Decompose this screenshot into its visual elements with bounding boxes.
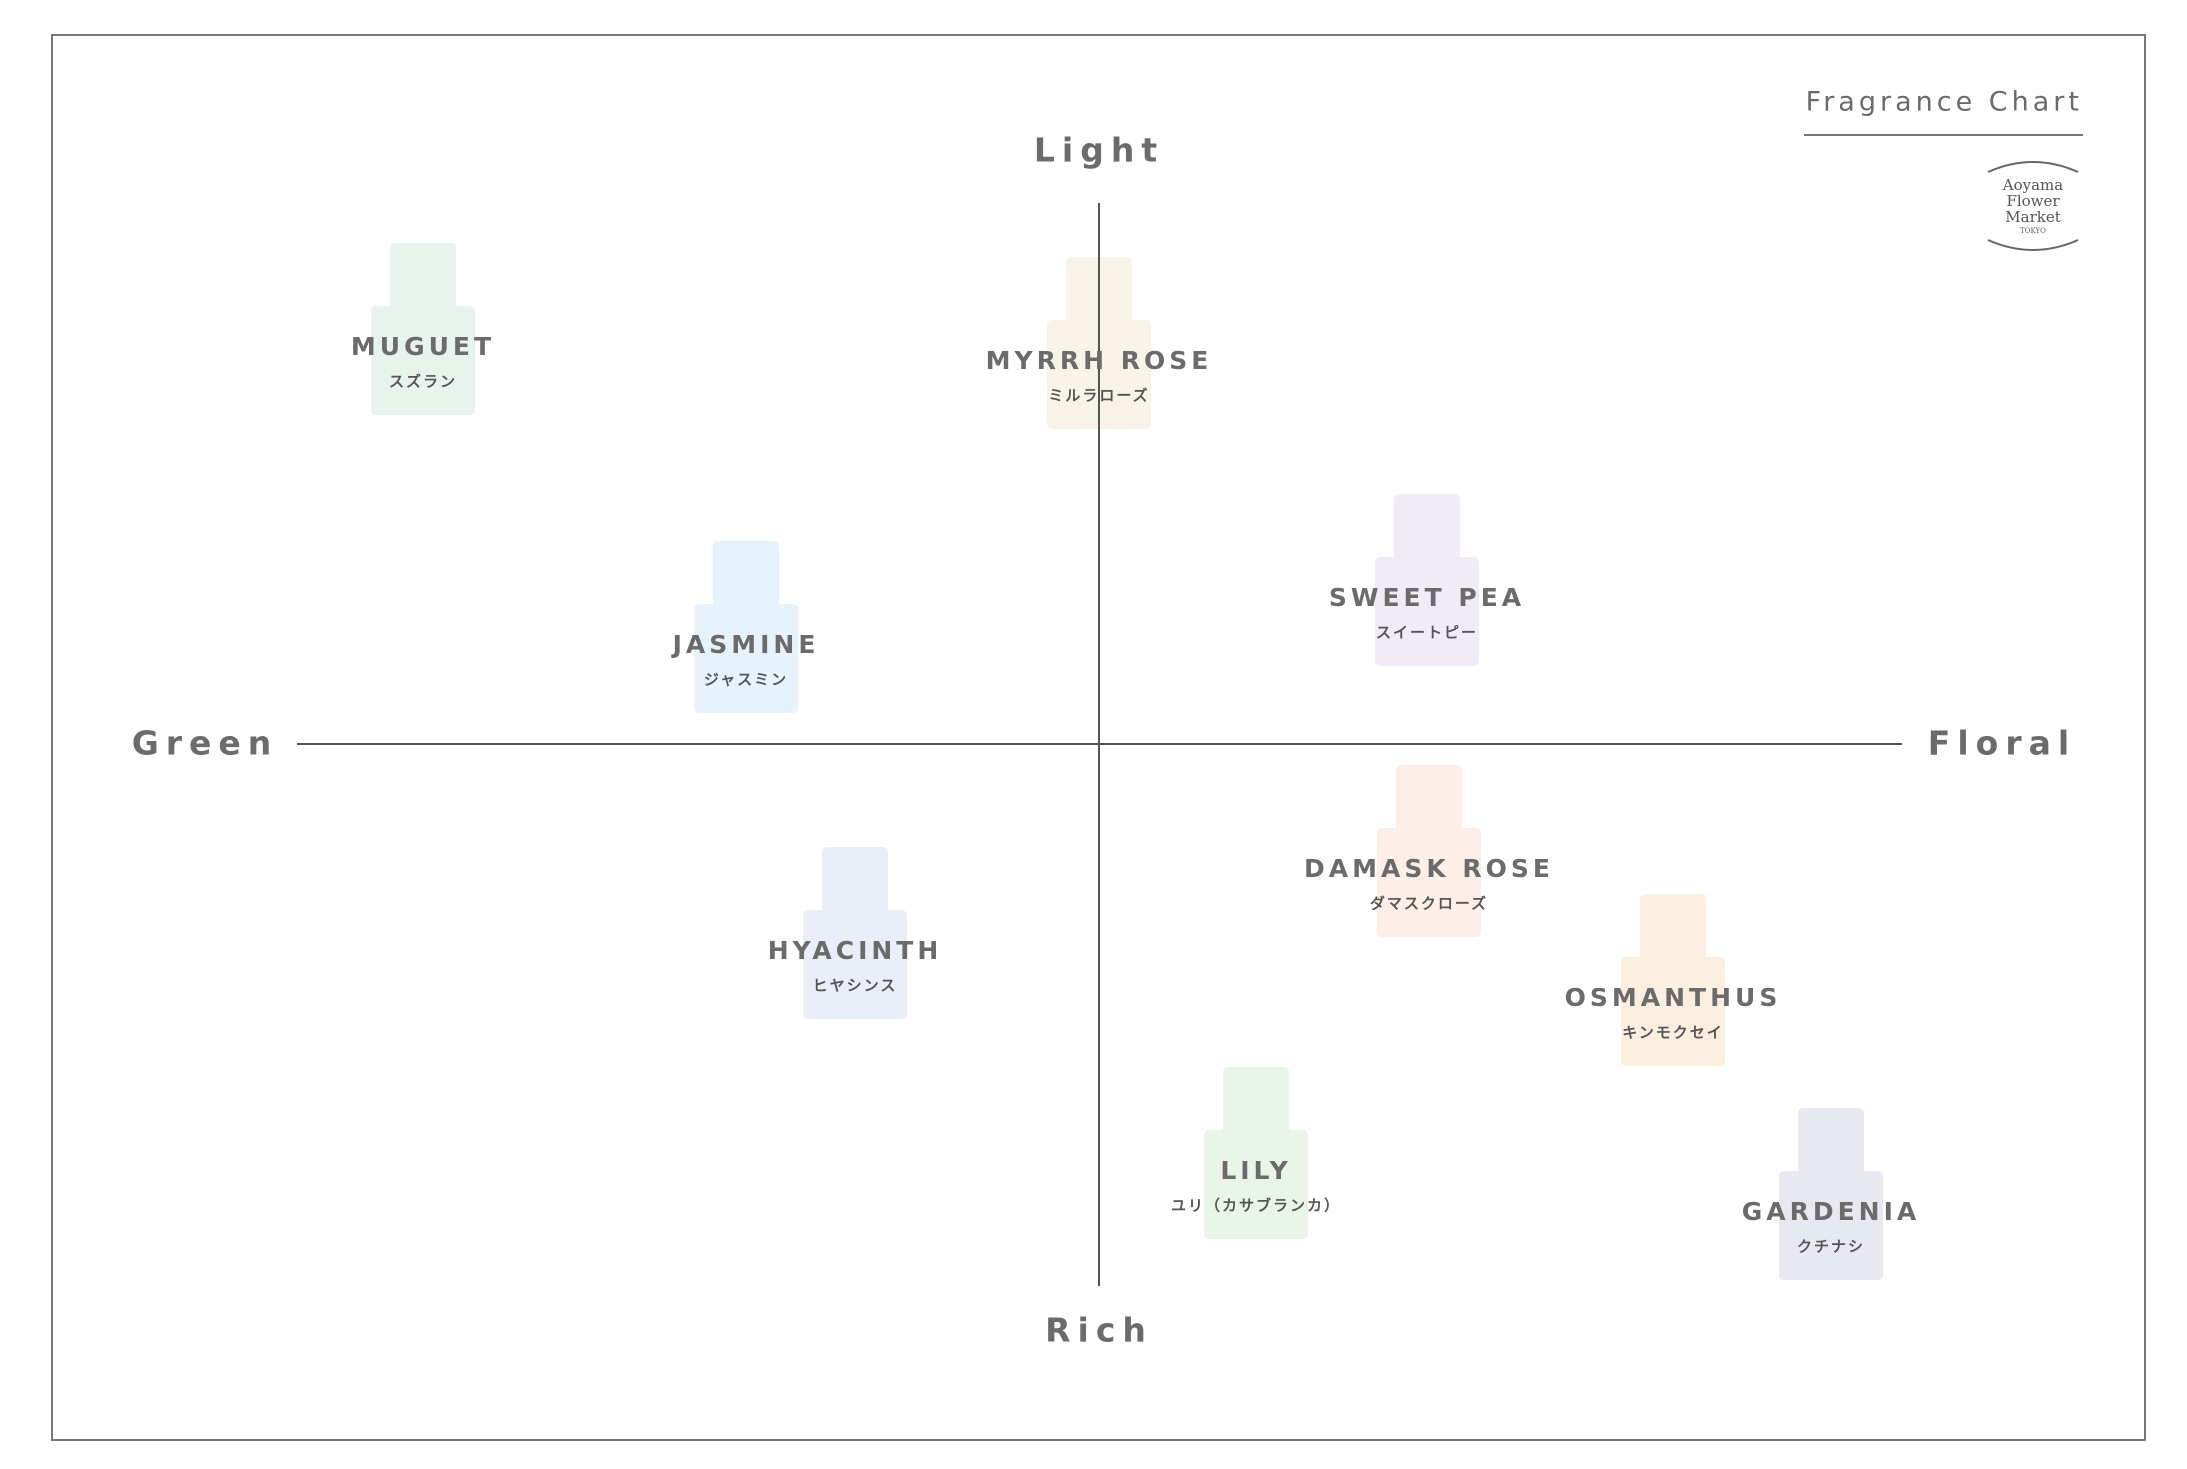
bottle-body [1621,957,1725,1066]
item-name: MUGUET [351,332,495,361]
logo-ornament [1987,161,2079,251]
bottle-neck [390,243,456,313]
bottle-body [1204,1130,1308,1239]
bottle-body [1377,828,1481,937]
item-name: JASMINE [671,630,820,659]
item-name-ja: クチナシ [1797,1238,1865,1256]
item-name: DAMASK ROSE [1304,854,1554,883]
axis-label: Rich [1045,1311,1153,1350]
item-name-ja: ジャスミン [704,671,788,689]
axis-label: Floral [1928,724,2076,763]
logo-text: Market [2005,208,2060,226]
bottle-neck [1396,765,1462,835]
bottle-body [694,604,798,713]
item-name-ja: ダマスクローズ [1370,895,1488,913]
bottle-body [1375,557,1479,666]
item-name-ja: キンモクセイ [1622,1024,1724,1042]
item-name: OSMANTHUS [1565,983,1782,1012]
item-name: HYACINTH [768,936,943,965]
item-name: GARDENIA [1742,1197,1921,1226]
bottle-neck [822,847,888,917]
bottle-neck [1798,1108,1864,1178]
title: Fragrance Chart [1806,87,2083,118]
item-name-ja: ミルラローズ [1048,387,1149,405]
item-name-ja: スズラン [389,373,457,391]
bottle-body [371,306,475,415]
item-name: LILY [1220,1156,1291,1185]
logo-text: TOKYO [2020,227,2046,235]
logo-text: Flower [2006,192,2060,210]
item-name: MYRRH ROSE [986,346,1213,375]
bottle-body [1779,1171,1883,1280]
logo: Aoyama Flower Market TOKYO [1987,161,2079,251]
bottle-body [803,910,907,1019]
bottle-neck [713,541,779,611]
labels: MUGUET スズラン MYRRH ROSE ミルラローズ SWEET PEA スイートピ… [351,332,1921,1256]
bottle-neck [1223,1067,1289,1137]
frame [51,34,2146,1441]
item-name-ja: ユリ（カサブランカ） [1171,1197,1341,1215]
item-name-ja: ヒヤシンス [813,977,898,995]
item-name-ja: スイートピー [1376,624,1478,642]
axis-label: Light [1034,131,1164,170]
bottle-neck [1640,894,1706,964]
logo-text: Aoyama [2002,176,2064,194]
axis-label: Green [132,724,279,763]
item-name: SWEET PEA [1329,583,1525,612]
bottle-neck [1394,494,1460,564]
